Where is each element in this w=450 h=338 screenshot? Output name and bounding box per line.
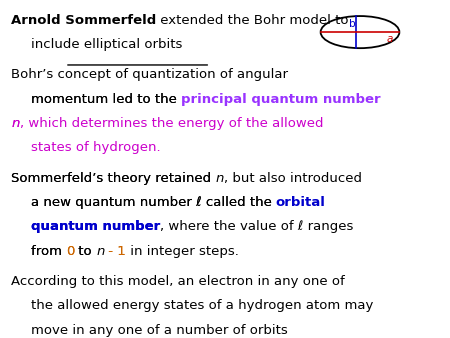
Text: a new quantum number ℓ called the: a new quantum number ℓ called the — [31, 196, 276, 209]
Text: to: to — [74, 245, 96, 258]
Text: n: n — [11, 117, 20, 130]
Text: Sommerfeld’s theory retained: Sommerfeld’s theory retained — [11, 172, 216, 185]
Text: the allowed energy states of a hydrogen atom may: the allowed energy states of a hydrogen … — [31, 299, 373, 312]
Text: n: n — [11, 117, 20, 130]
Text: - 1: - 1 — [104, 245, 126, 258]
Text: move in any one of a number of orbits: move in any one of a number of orbits — [31, 324, 288, 337]
Text: b: b — [350, 19, 356, 29]
Text: Arnold Sommerfeld: Arnold Sommerfeld — [11, 14, 157, 26]
Text: 0: 0 — [66, 245, 74, 258]
Text: n: n — [96, 245, 104, 258]
Text: 0: 0 — [66, 245, 74, 258]
Text: n: n — [216, 172, 224, 185]
Text: , which determines the energy of the allowed: , which determines the energy of the all… — [20, 117, 323, 130]
Text: - 1: - 1 — [104, 245, 126, 258]
Text: Sommerfeld’s theory retained: Sommerfeld’s theory retained — [11, 172, 216, 185]
Text: from: from — [31, 245, 66, 258]
Text: in integer steps.: in integer steps. — [126, 245, 239, 258]
Text: from: from — [31, 245, 66, 258]
Text: extended the Bohr model to: extended the Bohr model to — [157, 14, 349, 26]
Text: momentum led to the: momentum led to the — [31, 93, 181, 105]
Text: , where the value of ℓ ranges: , where the value of ℓ ranges — [160, 220, 353, 233]
Text: states of hydrogen.: states of hydrogen. — [31, 141, 160, 154]
Text: quantum number: quantum number — [31, 220, 160, 233]
Text: to: to — [74, 245, 96, 258]
Text: quantum number: quantum number — [31, 220, 160, 233]
Text: According to this model, an electron in any one of: According to this model, an electron in … — [11, 275, 345, 288]
Text: a new quantum number ℓ called the: a new quantum number ℓ called the — [31, 196, 276, 209]
Text: include elliptical orbits: include elliptical orbits — [31, 38, 182, 51]
Text: orbital: orbital — [276, 196, 326, 209]
Text: Bohr’s concept of quantization of angular: Bohr’s concept of quantization of angula… — [11, 68, 288, 81]
Text: , but also introduced: , but also introduced — [224, 172, 362, 185]
Text: principal quantum number: principal quantum number — [181, 93, 380, 105]
Text: a: a — [386, 34, 393, 44]
Text: momentum led to the: momentum led to the — [31, 93, 181, 105]
